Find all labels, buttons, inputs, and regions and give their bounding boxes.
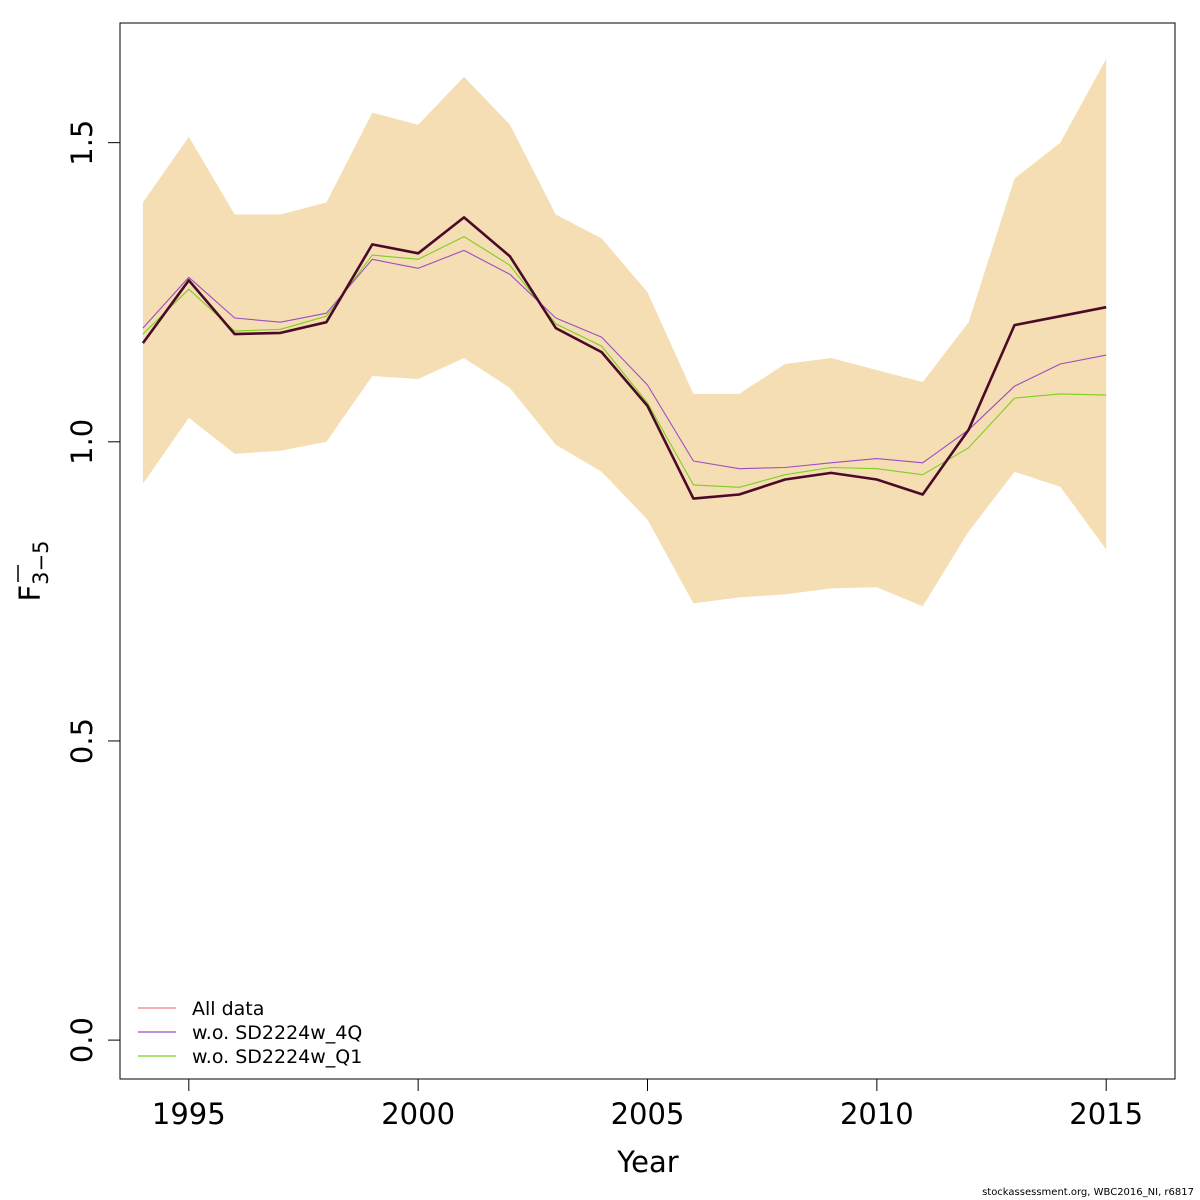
x-tick-label: 2010 — [840, 1097, 914, 1131]
x-tick-label: 2015 — [1069, 1097, 1143, 1131]
x-axis: 1995 2000 2005 2010 2015 — [152, 1078, 1143, 1131]
legend-label-2: w.o. SD2224w_4Q — [192, 1022, 362, 1044]
series-layer — [141, 216, 1107, 500]
svg-text:F3−5: F3−5 — [13, 540, 53, 601]
x-axis-title: Year — [616, 1145, 678, 1179]
series-line-2 — [142, 249, 1107, 470]
y-axis-title-sub: 3−5 — [29, 540, 53, 584]
x-tick-label: 2005 — [611, 1097, 685, 1131]
y-axis-title: F3−5 — [13, 540, 53, 601]
y-tick-label: 1.5 — [65, 120, 99, 166]
series-line-1 — [141, 216, 1107, 500]
y-tick-label: 0.0 — [65, 1017, 99, 1063]
credit-footer: stockassessment.org, WBC2016_NI, r6817 — [982, 1187, 1194, 1198]
confidence-band-layer — [142, 58, 1107, 607]
legend-label-3: w.o. SD2224w_Q1 — [192, 1046, 362, 1068]
x-tick-label: 1995 — [152, 1097, 226, 1131]
y-tick-label: 0.5 — [65, 718, 99, 764]
y-axis: 0.0 0.5 1.0 1.5 — [65, 120, 121, 1063]
y-axis-title-main: F — [13, 585, 47, 602]
legend-label-1: All data — [192, 998, 264, 1020]
y-tick-label: 1.0 — [65, 419, 99, 465]
x-tick-label: 2000 — [381, 1097, 455, 1131]
confidence-band — [142, 58, 1107, 607]
